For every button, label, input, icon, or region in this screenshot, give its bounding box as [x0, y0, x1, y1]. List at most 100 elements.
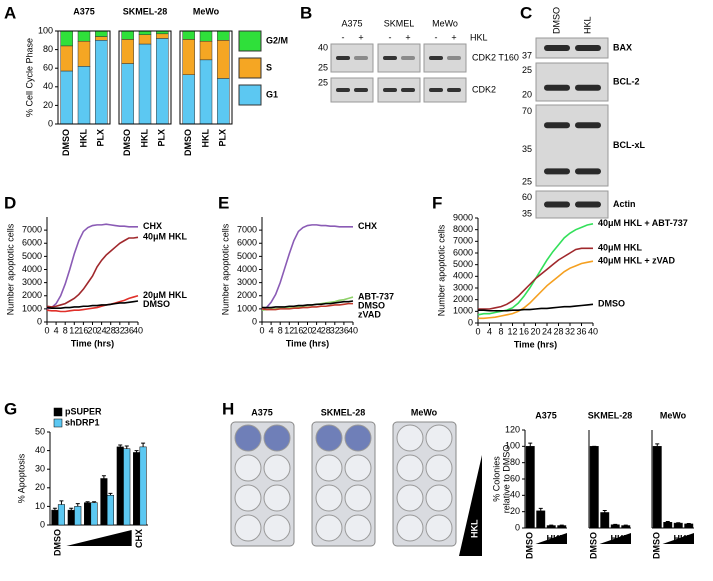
group-title: SKMEL-28 — [123, 6, 168, 16]
bar-segment — [121, 39, 134, 64]
bar — [536, 510, 546, 529]
bar — [610, 524, 620, 529]
error-bar — [59, 500, 64, 505]
blot-band — [354, 88, 368, 92]
y-tick-label: 8000 — [453, 224, 473, 234]
well — [263, 424, 291, 452]
bar-segment — [199, 59, 213, 125]
well — [234, 454, 262, 482]
well — [234, 484, 262, 512]
y-tick-label: 40 — [35, 445, 45, 455]
x-tick-label: DMSO — [589, 532, 599, 559]
bar — [57, 504, 65, 526]
treatment-label: HKL — [470, 32, 488, 42]
panel-letter: F — [432, 193, 442, 212]
legend-swatch — [53, 418, 63, 428]
error-bar — [118, 444, 123, 447]
annotation: HKL — [611, 533, 630, 543]
x-tick-label: 4 — [269, 325, 274, 335]
lane-label: + — [451, 32, 456, 42]
line-series — [478, 247, 593, 310]
panel-letter: B — [300, 3, 312, 22]
cell-line-label: A375 — [341, 18, 362, 28]
blot-band — [336, 56, 350, 60]
lane-label: DMSO — [551, 7, 561, 34]
error-bar — [85, 501, 90, 503]
bar — [90, 502, 98, 526]
blot-band — [544, 201, 570, 208]
annotation: HKL — [111, 535, 130, 545]
y-axis-label: Number apoptotic cells — [220, 223, 230, 315]
mw-marker: 25 — [318, 62, 328, 72]
lane-label: + — [405, 32, 410, 42]
x-axis-label: Time (hrs) — [286, 338, 329, 348]
dose-triangle — [535, 533, 567, 544]
y-tick-label: 3000 — [237, 277, 257, 287]
y-tick-label: 100 — [505, 441, 520, 451]
y-axis-label: % Apoptosis — [16, 453, 26, 503]
error-bar — [141, 442, 146, 447]
blot-label: BCL-xL — [613, 140, 645, 150]
well — [396, 424, 424, 452]
series-label: ABT-737 — [358, 291, 394, 301]
x-tick-label: 12 — [284, 325, 294, 335]
bar-segment — [138, 43, 152, 125]
blot-label: CDK2 — [472, 84, 496, 94]
x-tick-label: 32 — [330, 325, 340, 335]
chart-title: A375 — [535, 410, 557, 420]
y-tick-label: 7000 — [22, 225, 42, 235]
plate-label: MeWo — [411, 407, 438, 417]
blot — [535, 37, 609, 59]
x-tick-label: PLX — [96, 129, 106, 147]
y-tick-label: 6000 — [453, 247, 473, 257]
y-tick-label: 1000 — [237, 303, 257, 313]
series-label: 40μM HKL — [598, 243, 643, 253]
dose-triangle — [459, 455, 482, 556]
x-tick-label: 16 — [78, 325, 88, 335]
bar — [123, 448, 131, 526]
y-tick-label: 4000 — [237, 264, 257, 274]
series-label: 40μM HKL + zVAD — [598, 256, 675, 266]
x-tick-label: 0 — [475, 326, 480, 336]
blot-band — [544, 168, 570, 175]
legend-label: pSUPER — [65, 406, 102, 416]
bar-segment — [77, 66, 91, 125]
bar-segment — [60, 70, 73, 125]
y-tick-label: 7000 — [237, 225, 257, 235]
bar — [139, 446, 147, 526]
x-tick-label: 40 — [348, 325, 358, 335]
mw-marker: 60 — [522, 192, 532, 202]
error-bar — [528, 442, 533, 447]
group-title: MeWo — [193, 6, 220, 16]
y-tick-label: 3000 — [22, 277, 42, 287]
x-tick-label: PLX — [157, 129, 167, 147]
mw-marker: 25 — [522, 176, 532, 186]
group-frame — [118, 30, 172, 125]
bar-segment — [217, 30, 230, 41]
error-bar — [108, 492, 113, 496]
x-tick-label: 12 — [69, 325, 79, 335]
x-tick-label: 4 — [54, 325, 59, 335]
x-tick-label: PLX — [218, 129, 228, 147]
bar-segment — [95, 40, 108, 125]
series-label: DMSO — [598, 299, 625, 309]
error-bar — [92, 501, 97, 503]
error-bar — [134, 450, 139, 453]
line-series — [46, 236, 139, 308]
well — [344, 424, 372, 452]
y-tick-label: 50 — [35, 426, 45, 436]
mw-marker: 70 — [522, 106, 532, 116]
y-axis-label: Number apoptotic cells — [5, 223, 15, 315]
error-bar — [75, 503, 80, 507]
annotation: HKL — [674, 533, 693, 543]
bar-segment — [77, 30, 91, 42]
mw-marker: 25 — [318, 77, 328, 87]
line-series — [261, 224, 353, 310]
y-tick-label: 120 — [505, 424, 520, 434]
legend-swatch — [53, 407, 63, 417]
y-tick-label: 5000 — [22, 251, 42, 261]
line-series — [477, 223, 594, 316]
bar-segment — [121, 30, 134, 40]
y-tick-label: 9000 — [453, 212, 473, 222]
